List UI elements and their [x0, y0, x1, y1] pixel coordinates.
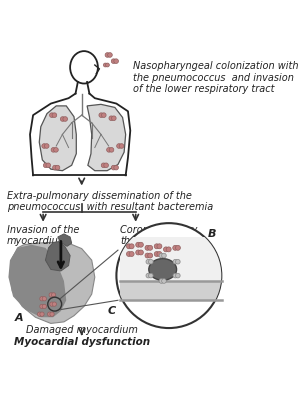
- Circle shape: [40, 296, 44, 301]
- Circle shape: [112, 116, 116, 120]
- Circle shape: [53, 165, 57, 170]
- Circle shape: [50, 113, 54, 118]
- Polygon shape: [10, 242, 95, 324]
- Circle shape: [159, 253, 164, 258]
- Circle shape: [52, 302, 57, 306]
- Text: Invasion of the
myocardium: Invasion of the myocardium: [7, 225, 79, 246]
- Circle shape: [46, 163, 51, 168]
- Polygon shape: [8, 245, 66, 317]
- Text: Coronary artery
thrombosis: Coronary artery thrombosis: [120, 225, 198, 246]
- Circle shape: [109, 116, 114, 120]
- Circle shape: [54, 148, 58, 152]
- Circle shape: [103, 63, 107, 67]
- Circle shape: [162, 279, 166, 283]
- Circle shape: [126, 244, 131, 249]
- Circle shape: [164, 247, 168, 252]
- Circle shape: [108, 53, 112, 57]
- Circle shape: [149, 259, 153, 264]
- Circle shape: [138, 250, 144, 255]
- Circle shape: [101, 163, 106, 168]
- Circle shape: [145, 253, 150, 258]
- Circle shape: [146, 273, 151, 278]
- Ellipse shape: [149, 259, 177, 280]
- Circle shape: [136, 242, 141, 247]
- Circle shape: [49, 293, 53, 297]
- Circle shape: [48, 312, 52, 316]
- Circle shape: [99, 113, 103, 118]
- Circle shape: [50, 302, 54, 306]
- Text: Nasopharyngeal colonization with
the pneumococcus  and invasion
of the lower res: Nasopharyngeal colonization with the pne…: [133, 61, 299, 94]
- Polygon shape: [58, 234, 72, 246]
- Circle shape: [126, 252, 131, 256]
- Circle shape: [129, 252, 134, 256]
- Circle shape: [157, 252, 162, 256]
- Circle shape: [51, 293, 56, 297]
- Circle shape: [42, 296, 46, 301]
- Circle shape: [146, 259, 151, 264]
- Circle shape: [52, 113, 57, 118]
- Polygon shape: [45, 242, 70, 271]
- Circle shape: [154, 244, 159, 249]
- Circle shape: [40, 312, 44, 316]
- Circle shape: [50, 312, 54, 316]
- Circle shape: [60, 117, 65, 121]
- Circle shape: [111, 59, 116, 64]
- Circle shape: [166, 247, 171, 252]
- Circle shape: [145, 245, 150, 250]
- Circle shape: [105, 53, 110, 57]
- Circle shape: [114, 165, 118, 170]
- Circle shape: [129, 244, 134, 249]
- Circle shape: [176, 245, 180, 250]
- Circle shape: [157, 244, 162, 249]
- Circle shape: [119, 144, 124, 148]
- Polygon shape: [87, 104, 126, 171]
- Circle shape: [111, 165, 116, 170]
- Circle shape: [162, 253, 166, 258]
- Circle shape: [55, 165, 60, 170]
- Circle shape: [176, 259, 180, 264]
- Circle shape: [154, 252, 159, 256]
- Text: Extra-pulmonary dissemination of the
pneumococcus  with resultant bacteremia: Extra-pulmonary dissemination of the pne…: [7, 191, 213, 212]
- Circle shape: [101, 113, 106, 118]
- Polygon shape: [120, 281, 222, 300]
- Circle shape: [51, 148, 56, 152]
- Circle shape: [176, 273, 180, 278]
- Circle shape: [42, 144, 46, 148]
- Circle shape: [136, 250, 141, 255]
- Text: B: B: [208, 229, 216, 239]
- Circle shape: [37, 312, 42, 316]
- Circle shape: [148, 245, 152, 250]
- Circle shape: [109, 148, 114, 152]
- Text: A: A: [15, 313, 23, 323]
- Circle shape: [63, 117, 68, 121]
- Circle shape: [116, 223, 221, 328]
- Circle shape: [173, 259, 178, 264]
- Circle shape: [138, 242, 144, 247]
- Text: C: C: [107, 306, 115, 316]
- Circle shape: [106, 63, 109, 67]
- Circle shape: [104, 163, 109, 168]
- Text: Myocardial dysfunction: Myocardial dysfunction: [14, 337, 150, 347]
- Polygon shape: [39, 106, 76, 171]
- Circle shape: [107, 148, 111, 152]
- Circle shape: [159, 279, 164, 283]
- Circle shape: [42, 304, 46, 309]
- Polygon shape: [120, 237, 222, 281]
- Circle shape: [40, 304, 44, 309]
- Circle shape: [173, 245, 178, 250]
- Circle shape: [114, 59, 118, 64]
- Circle shape: [149, 273, 153, 278]
- Circle shape: [43, 163, 48, 168]
- Text: Damaged myocardium: Damaged myocardium: [26, 325, 138, 335]
- Circle shape: [44, 144, 49, 148]
- Circle shape: [117, 144, 121, 148]
- Circle shape: [173, 273, 178, 278]
- Circle shape: [148, 253, 152, 258]
